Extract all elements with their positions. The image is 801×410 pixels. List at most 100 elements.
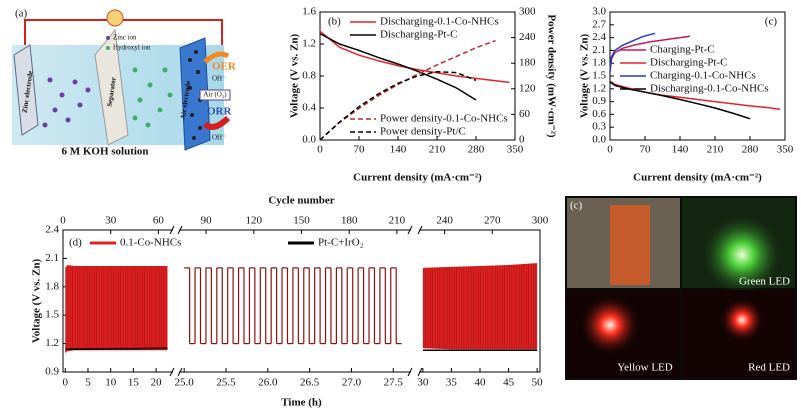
ion-key — [106, 46, 110, 50]
axis-break — [177, 225, 183, 235]
species-label: OH⁻ — [212, 134, 226, 142]
photo-caption: Red LED — [748, 362, 790, 374]
y-tick-label: 2.4 — [45, 224, 59, 236]
series-line — [609, 80, 781, 111]
x2-tick-label: 180 — [341, 215, 358, 227]
legend-label: Discharging-0.1-Co-NHCs — [380, 16, 499, 28]
x2-tick-label: 30 — [105, 215, 117, 227]
legend-label: Power density-Pt/C — [380, 126, 466, 138]
x-tick-label: 5 — [85, 377, 91, 389]
photo: (c) Green LED Yellow LED Red LED — [565, 196, 797, 380]
x-tick-label: 25.0 — [175, 377, 195, 389]
x2-tick-label: 300 — [532, 215, 549, 227]
zinc-ions — [42, 77, 91, 128]
y-tick-label: 2.4 — [592, 31, 606, 43]
x2-tick-label: 120 — [246, 215, 263, 227]
y2-tick-label: 300 — [519, 6, 536, 18]
axis-break-gap — [411, 228, 419, 232]
air-electrode — [179, 37, 211, 151]
y-tick-label: 0.8 — [302, 70, 316, 82]
x-tick-label: 350 — [507, 144, 524, 156]
y-tick-label: 1.5 — [592, 70, 606, 82]
axis-break-gap — [173, 228, 179, 232]
axis-break — [417, 367, 423, 377]
y-tick-label: 3.0 — [592, 6, 606, 18]
x-tick-label: 26.0 — [258, 377, 278, 389]
orr-arrow — [203, 115, 231, 130]
x2-tick-label: 270 — [484, 215, 501, 227]
x2-tick-label: 0 — [60, 215, 66, 227]
x-tick-label: 70 — [354, 144, 366, 156]
legend-label: Charging-Pt-C — [650, 44, 715, 56]
series-line — [319, 70, 477, 141]
species-label: Air (O₂) — [203, 91, 227, 99]
x-axis-title: Current density (mA·cm⁻²) — [353, 172, 482, 184]
photo-meter — [610, 205, 650, 285]
series-line — [609, 81, 751, 120]
legend-label: 0.1-Co-NHCs — [120, 237, 181, 249]
reaction-label: ORR — [207, 106, 233, 118]
x2-axis-title: Cycle number — [268, 195, 334, 207]
x-tick-label: 210 — [707, 144, 724, 156]
x2-tick-label: 150 — [293, 215, 310, 227]
x-tick-label: 27.0 — [342, 377, 362, 389]
axis-break — [177, 367, 183, 377]
x-tick-label: 140 — [390, 144, 407, 156]
axis-break-gap — [173, 370, 179, 374]
axis-break — [407, 225, 413, 235]
panel-label: (a) — [15, 8, 28, 20]
y-tick-label: 2.1 — [45, 252, 59, 264]
zinc-electrode — [13, 44, 39, 136]
x2-tick-label: 240 — [436, 215, 453, 227]
wire — [24, 19, 223, 45]
y2-tick-label: 240 — [519, 31, 536, 43]
y-tick-label: 0.9 — [45, 366, 59, 378]
y2-tick-label: 180 — [519, 57, 536, 69]
ion-key — [106, 36, 110, 40]
ion-label: Hydroxyl ion — [113, 44, 151, 52]
y-tick-label: 1.2 — [592, 82, 606, 94]
bulb — [106, 9, 124, 27]
y-axis-title: Voltage (V vs. Zn) — [579, 33, 591, 118]
yellow-glow — [580, 295, 640, 355]
legend-label: Discharging-0.1-Co-NHCs — [650, 83, 769, 95]
x2-tick-label: 210 — [389, 215, 406, 227]
x-tick-label: 280 — [742, 144, 759, 156]
photo-caption: Green LED — [739, 276, 790, 288]
axis-break — [169, 367, 175, 377]
x-tick-label: 45 — [503, 377, 515, 389]
hydroxyl-ions — [132, 67, 173, 128]
y-tick-label: 1.8 — [45, 280, 59, 292]
y-axis-title: Voltage (V vs. Zn) — [31, 258, 43, 343]
x-tick-label: 210 — [429, 144, 446, 156]
x-tick-label: 0 — [63, 377, 69, 389]
species-label: OH⁻ — [212, 75, 226, 83]
schematic: Zinc ion Hydroxyl ion (a) Zinc electrode… — [12, 8, 237, 158]
y2-tick-label: 0 — [519, 134, 525, 146]
x-tick-label: 280 — [468, 144, 485, 156]
x-tick-label: 350 — [777, 144, 794, 156]
legend-label: Power density-0.1-Co-NHCs — [380, 113, 508, 125]
oer-arrow — [203, 51, 230, 64]
y2-tick-label: 120 — [519, 82, 536, 94]
x-axis-title: Current density (mA·cm⁻²) — [633, 172, 762, 184]
electrolyte-label: 6 M KOH solution — [61, 146, 148, 158]
y-tick-label: 0.6 — [592, 108, 606, 120]
y-tick-label: 1.2 — [45, 337, 59, 349]
x-tick-label: 70 — [640, 144, 652, 156]
panel-label: (c) — [765, 16, 778, 28]
x-tick-label: 0 — [317, 144, 323, 156]
band-texture — [422, 263, 538, 350]
y-tick-label: 0.4 — [302, 102, 316, 114]
x-axis-title: Time (h) — [281, 397, 322, 409]
legend-label: Discharging-Pt-C — [380, 29, 457, 41]
y2-axis-title: Power density (mW·cm⁻²) — [545, 14, 557, 137]
y-tick-label: 0.9 — [592, 95, 606, 107]
x-tick-label: 25.5 — [216, 377, 236, 389]
y-tick-label: 1.8 — [592, 57, 606, 69]
x2-tick-label: 60 — [153, 215, 165, 227]
x-tick-label: 30 — [417, 377, 429, 389]
red-glow — [720, 298, 764, 342]
x-tick-label: 35 — [446, 377, 458, 389]
x-tick-label: 50 — [532, 377, 544, 389]
